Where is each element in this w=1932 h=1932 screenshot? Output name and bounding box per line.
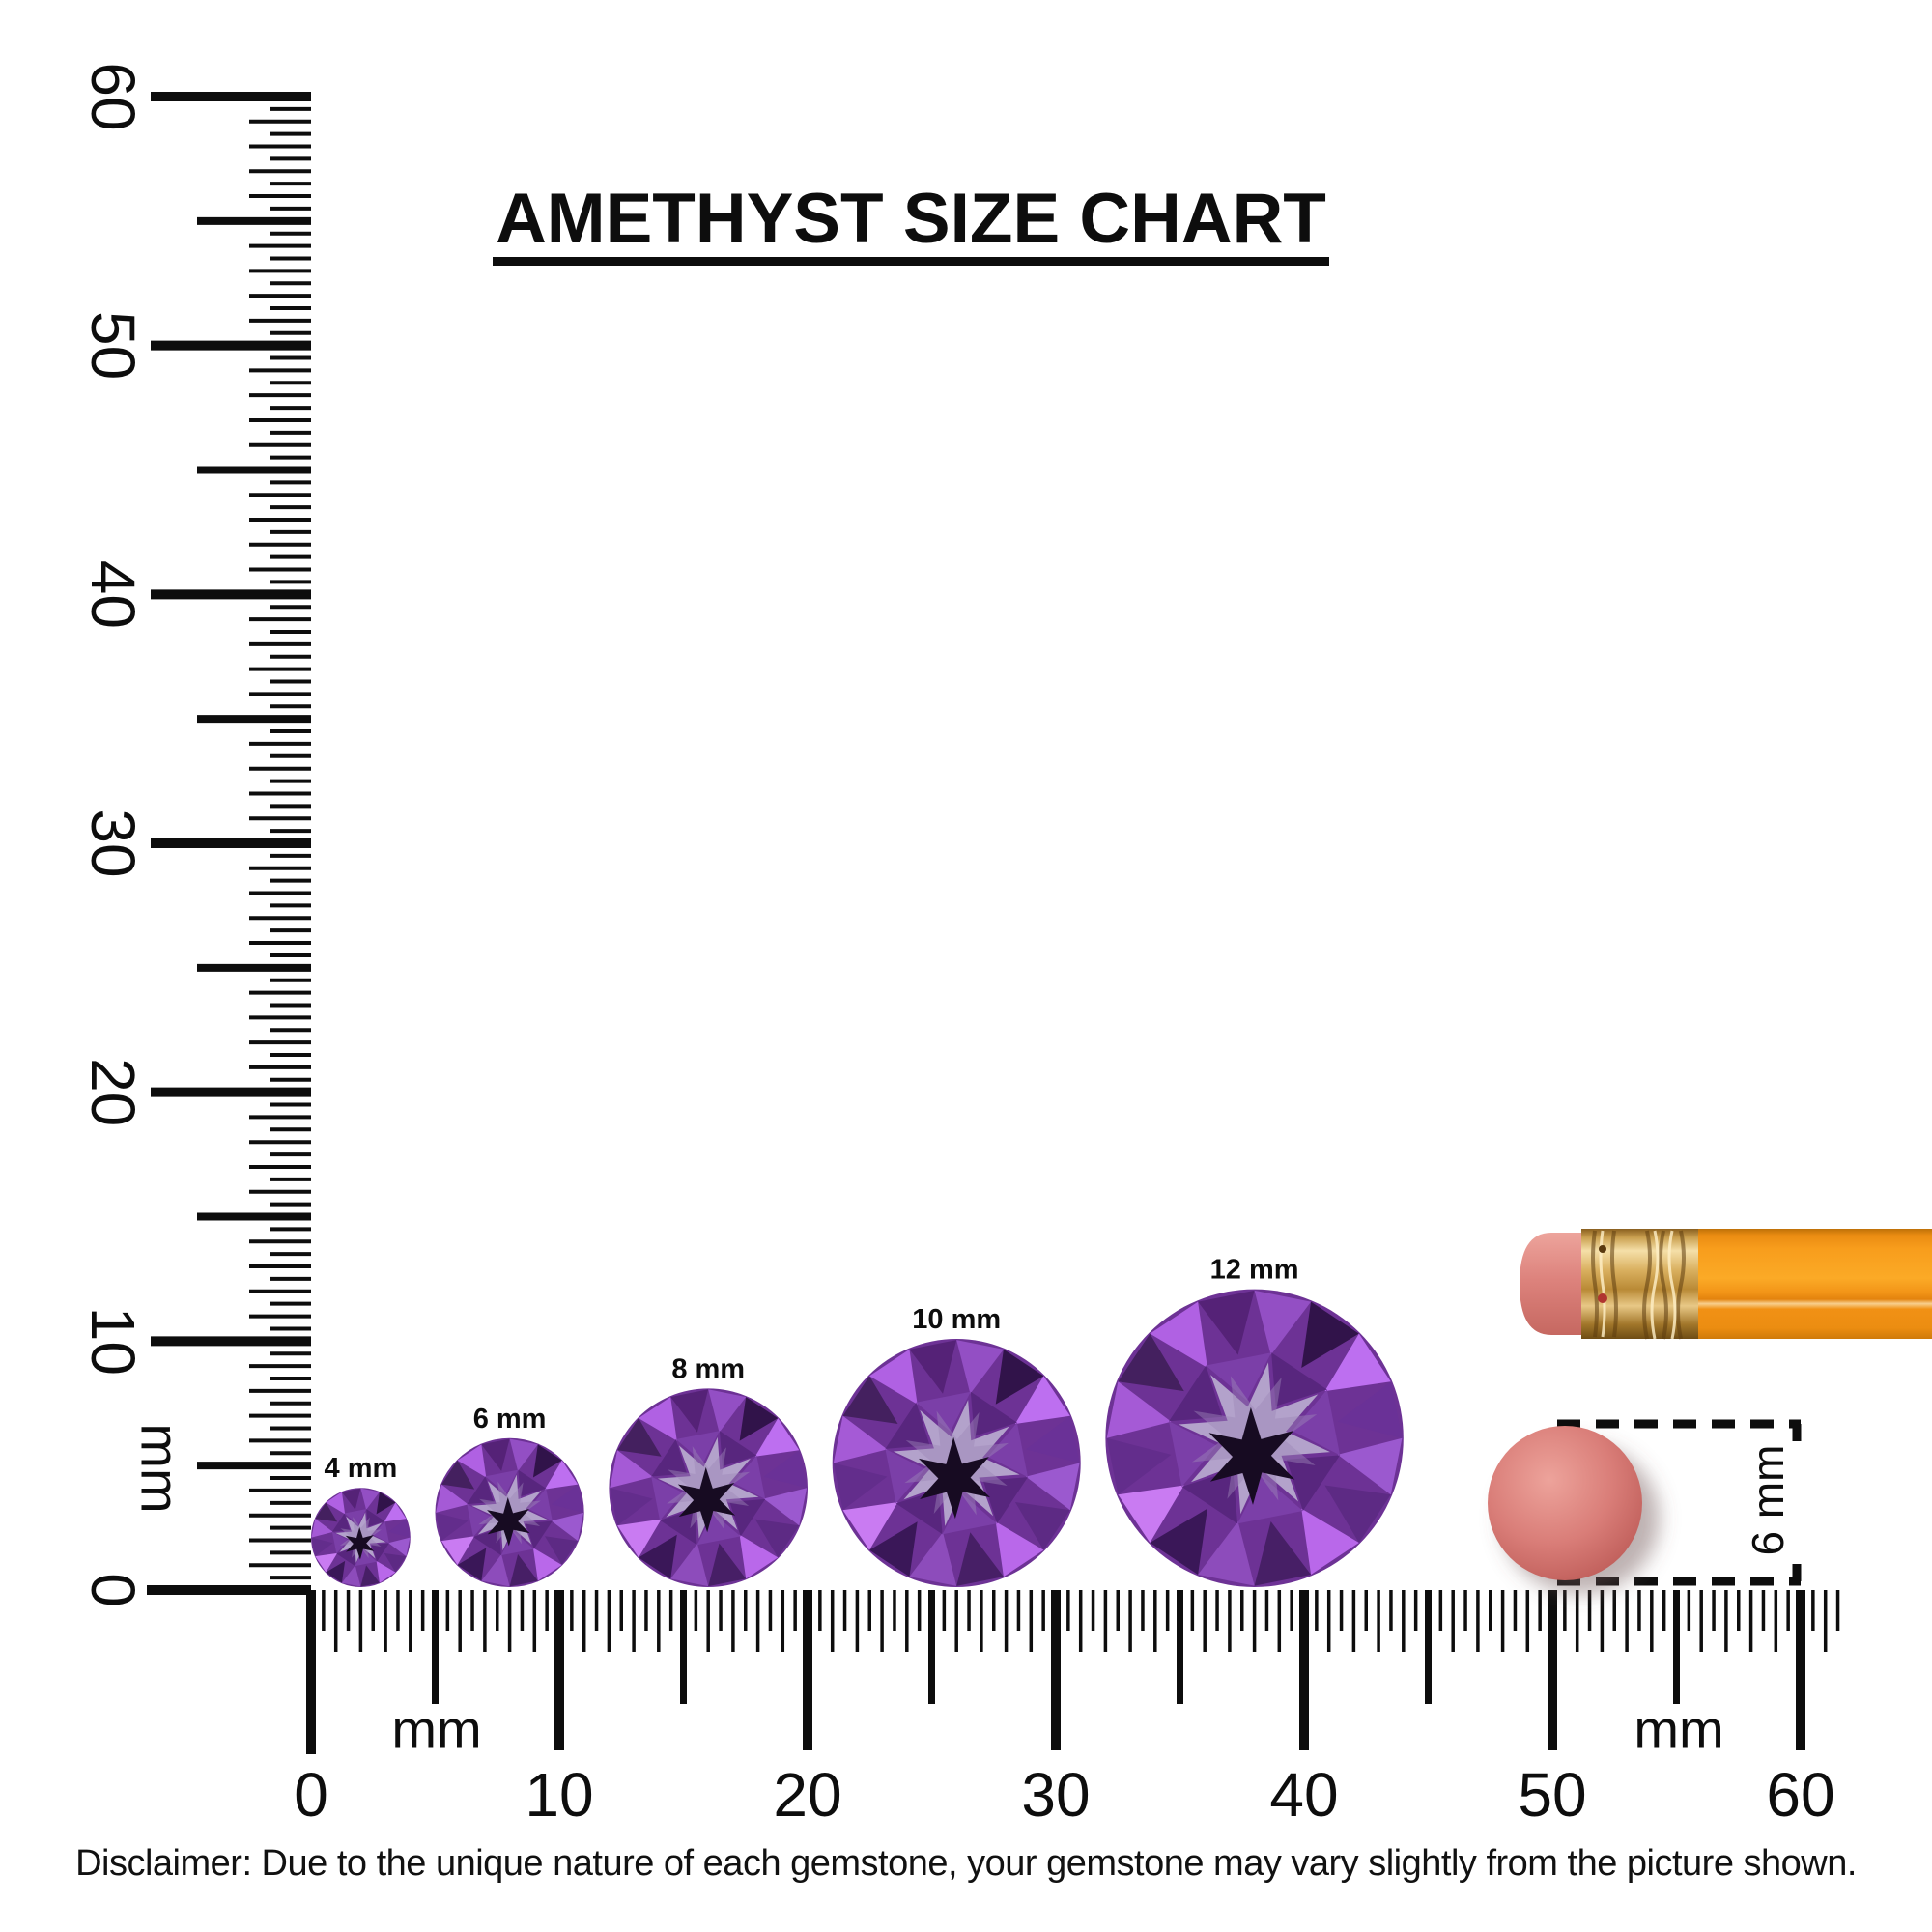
title-underline: [493, 257, 1329, 266]
gem-illustration-10mm: [832, 1339, 1081, 1587]
ruler-number: 60: [78, 62, 148, 130]
page-title: AMETHYST SIZE CHART: [496, 180, 1326, 258]
pencil-eraser: [1520, 1233, 1589, 1335]
gem-size-label: 8 mm: [671, 1353, 745, 1384]
horizontal-ruler: 0 10 20 30 40 50 60 mm mm: [294, 1590, 1840, 1830]
ruler-number: 10: [78, 1307, 148, 1376]
ruler-unit-label: mm: [391, 1699, 481, 1760]
gemstone-row: 4 mm 6 mm 8 mm 10 mm 12 mm: [311, 1255, 1404, 1587]
eraser-disc: [1488, 1426, 1642, 1580]
ruler-number: 10: [525, 1760, 593, 1830]
ferrule-crimps: [1591, 1230, 1686, 1340]
disc-size-label: 6 mm: [1743, 1445, 1793, 1556]
ruler-number: 60: [1766, 1760, 1834, 1830]
disclaimer-text: Disclaimer: Due to the unique nature of …: [75, 1843, 1857, 1884]
size-annotation-6mm: 6 mm: [1488, 1419, 1802, 1594]
gem-illustration-6mm: [435, 1437, 584, 1587]
ruler-number: 0: [294, 1760, 328, 1830]
ruler-number: 30: [1021, 1760, 1090, 1830]
gem-size-label: 10 mm: [912, 1304, 1001, 1335]
gem-size-label: 12 mm: [1210, 1255, 1299, 1286]
ruler-number: 40: [1269, 1760, 1338, 1830]
ruler-unit-label: mm: [130, 1423, 191, 1513]
gem-illustration-4mm: [311, 1488, 411, 1587]
ruler-number: 40: [78, 560, 148, 629]
ruler-unit-label: mm: [1634, 1699, 1723, 1760]
gem-size-label: 4 mm: [325, 1453, 398, 1484]
ferrule-rivet-dot: [1599, 1245, 1606, 1253]
ruler-number: 20: [773, 1760, 841, 1830]
gem-illustration-12mm: [1105, 1289, 1404, 1587]
ruler-number: 50: [1518, 1760, 1586, 1830]
gem-illustration-8mm: [609, 1388, 808, 1587]
ruler-number: 0: [78, 1573, 148, 1607]
vertical-ruler: 0 10 20 30 40 50 60 mm: [78, 62, 311, 1607]
ferrule-rivet-red-dot: [1598, 1293, 1607, 1303]
pencil-body: [1698, 1229, 1932, 1339]
ruler-number: 50: [78, 311, 148, 380]
ruler-number: 20: [78, 1058, 148, 1126]
pencil: [1520, 1229, 1932, 1340]
ruler-number: 30: [78, 809, 148, 877]
gem-size-label: 6 mm: [473, 1404, 547, 1435]
